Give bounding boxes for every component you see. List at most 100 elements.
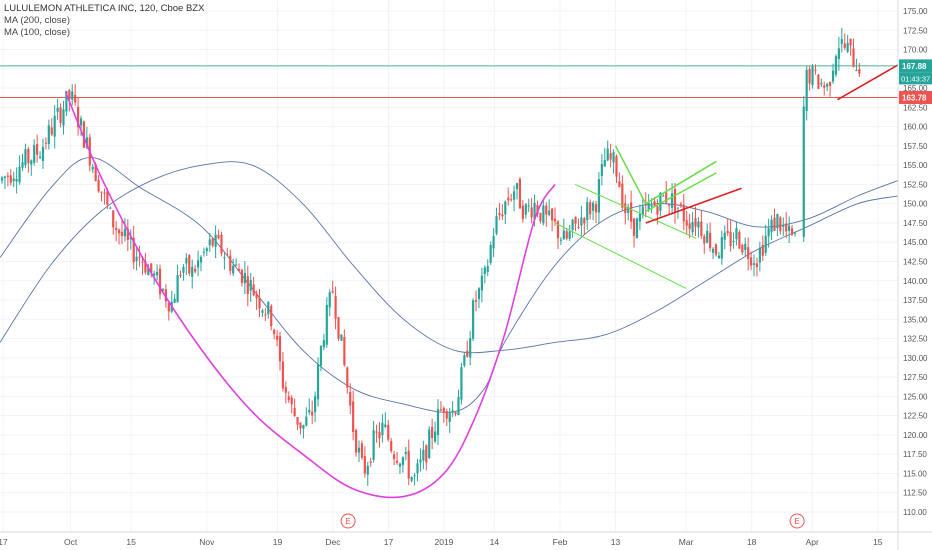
candle-body	[790, 228, 794, 235]
price-tick-label: 162.50	[903, 103, 928, 112]
time-tick-label: 17	[0, 537, 8, 547]
candle-body	[533, 202, 536, 220]
candle-body	[106, 191, 109, 205]
candle-body	[290, 397, 293, 405]
cup-curve[interactable]	[64, 91, 556, 499]
candle-body	[539, 213, 542, 222]
candle-body	[176, 275, 179, 303]
candle-body	[38, 156, 42, 158]
price-axis[interactable]: 175.00172.50170.00167.50165.00162.50160.…	[897, 0, 928, 550]
candle-body	[586, 201, 589, 221]
chart-title: LULULEMON ATHLETICA INC, 120, Cboe BZX	[4, 3, 205, 14]
candle-body	[112, 210, 115, 228]
candle-body	[682, 204, 685, 222]
flag-upper[interactable]	[614, 145, 647, 205]
candle-body	[495, 216, 498, 234]
candle-body	[483, 267, 486, 275]
moving-averages	[0, 156, 899, 413]
candle-body	[299, 422, 302, 429]
chart-legend: LULULEMON ATHLETICA INC, 120, Cboe BZX M…	[4, 3, 204, 39]
time-axis[interactable]: 17 Oct 15 Nov 19 Dec 17 2019 14 Feb 13 Mar 18 Apr 15	[0, 531, 932, 547]
price-tick-label: 112.50	[903, 489, 927, 498]
price-tick-label: 165.00	[903, 84, 928, 93]
time-tick-label: Dec	[325, 537, 341, 547]
earnings-marker-label: E	[794, 517, 799, 526]
candle-body	[147, 267, 150, 276]
candle-body	[363, 456, 366, 474]
candle-body	[328, 292, 331, 308]
candle-body	[97, 180, 100, 192]
candle-body	[410, 476, 413, 481]
candle-body	[542, 205, 545, 224]
candle-body	[831, 70, 835, 82]
price-tick-label: 145.00	[903, 238, 928, 247]
candle-body	[630, 202, 633, 222]
candle-body	[741, 244, 744, 253]
candle-body	[574, 216, 577, 224]
candle-body	[296, 416, 299, 425]
candle-body	[577, 227, 580, 229]
channel-upper[interactable]	[574, 183, 697, 239]
candle-body	[571, 219, 574, 230]
candle-body	[583, 218, 586, 224]
candle-body	[849, 38, 852, 46]
candle-body	[852, 48, 855, 67]
candle-body	[71, 91, 74, 100]
candle-body	[431, 426, 434, 438]
candle-body	[275, 335, 279, 340]
candle-body	[553, 218, 557, 222]
candle-body	[673, 188, 677, 213]
candle-body	[401, 457, 404, 466]
candle-body	[665, 192, 668, 203]
time-tick-label: 17	[384, 537, 394, 547]
candle-body	[425, 445, 428, 463]
candle-body	[372, 430, 375, 460]
candle-body	[820, 83, 823, 85]
candle-body	[811, 66, 814, 86]
candle-body	[208, 239, 211, 246]
candle-body	[314, 396, 317, 413]
candle-body	[594, 204, 598, 213]
candle-body	[714, 244, 718, 255]
price-tick-label: 120.00	[903, 431, 928, 440]
candle-body	[62, 109, 65, 126]
candle-body	[167, 302, 170, 312]
candle-body	[562, 230, 565, 240]
price-labels: 167.88 01:43:37 163.78	[899, 59, 932, 104]
candle-body	[255, 294, 258, 299]
flag-line-2[interactable]	[645, 172, 717, 213]
candle-body	[720, 237, 723, 259]
candle-body	[375, 431, 378, 433]
candle-body	[591, 202, 595, 211]
candle-body	[545, 205, 548, 215]
candle-body	[79, 118, 83, 126]
trend-support[interactable]	[645, 187, 742, 224]
candle-body	[65, 91, 68, 112]
candle-body	[33, 144, 36, 163]
candle-body	[788, 225, 791, 232]
candle-body	[466, 350, 469, 357]
candle-body	[752, 263, 756, 265]
trend-support-2[interactable]	[837, 64, 899, 101]
candle-body	[694, 218, 697, 227]
candle-body	[846, 43, 849, 52]
candle-body	[764, 235, 767, 253]
candle-body	[518, 178, 522, 209]
candle-body	[422, 449, 425, 461]
candle-body	[3, 176, 7, 179]
candle-body	[258, 297, 261, 309]
candle-body	[776, 214, 779, 229]
candle-body	[439, 409, 443, 411]
channel-lower[interactable]	[554, 222, 687, 289]
candle-body	[240, 269, 244, 283]
candle-body	[662, 195, 665, 197]
candle-body	[638, 213, 642, 222]
flag-line-1[interactable]	[645, 160, 717, 205]
candle-body	[656, 206, 659, 215]
ma-100-label[interactable]: MA (100, close)	[4, 27, 70, 38]
candle-body	[521, 205, 524, 219]
ma-200-label[interactable]: MA (200, close)	[4, 15, 70, 26]
drawings[interactable]	[64, 64, 899, 499]
candle-body	[729, 231, 732, 246]
